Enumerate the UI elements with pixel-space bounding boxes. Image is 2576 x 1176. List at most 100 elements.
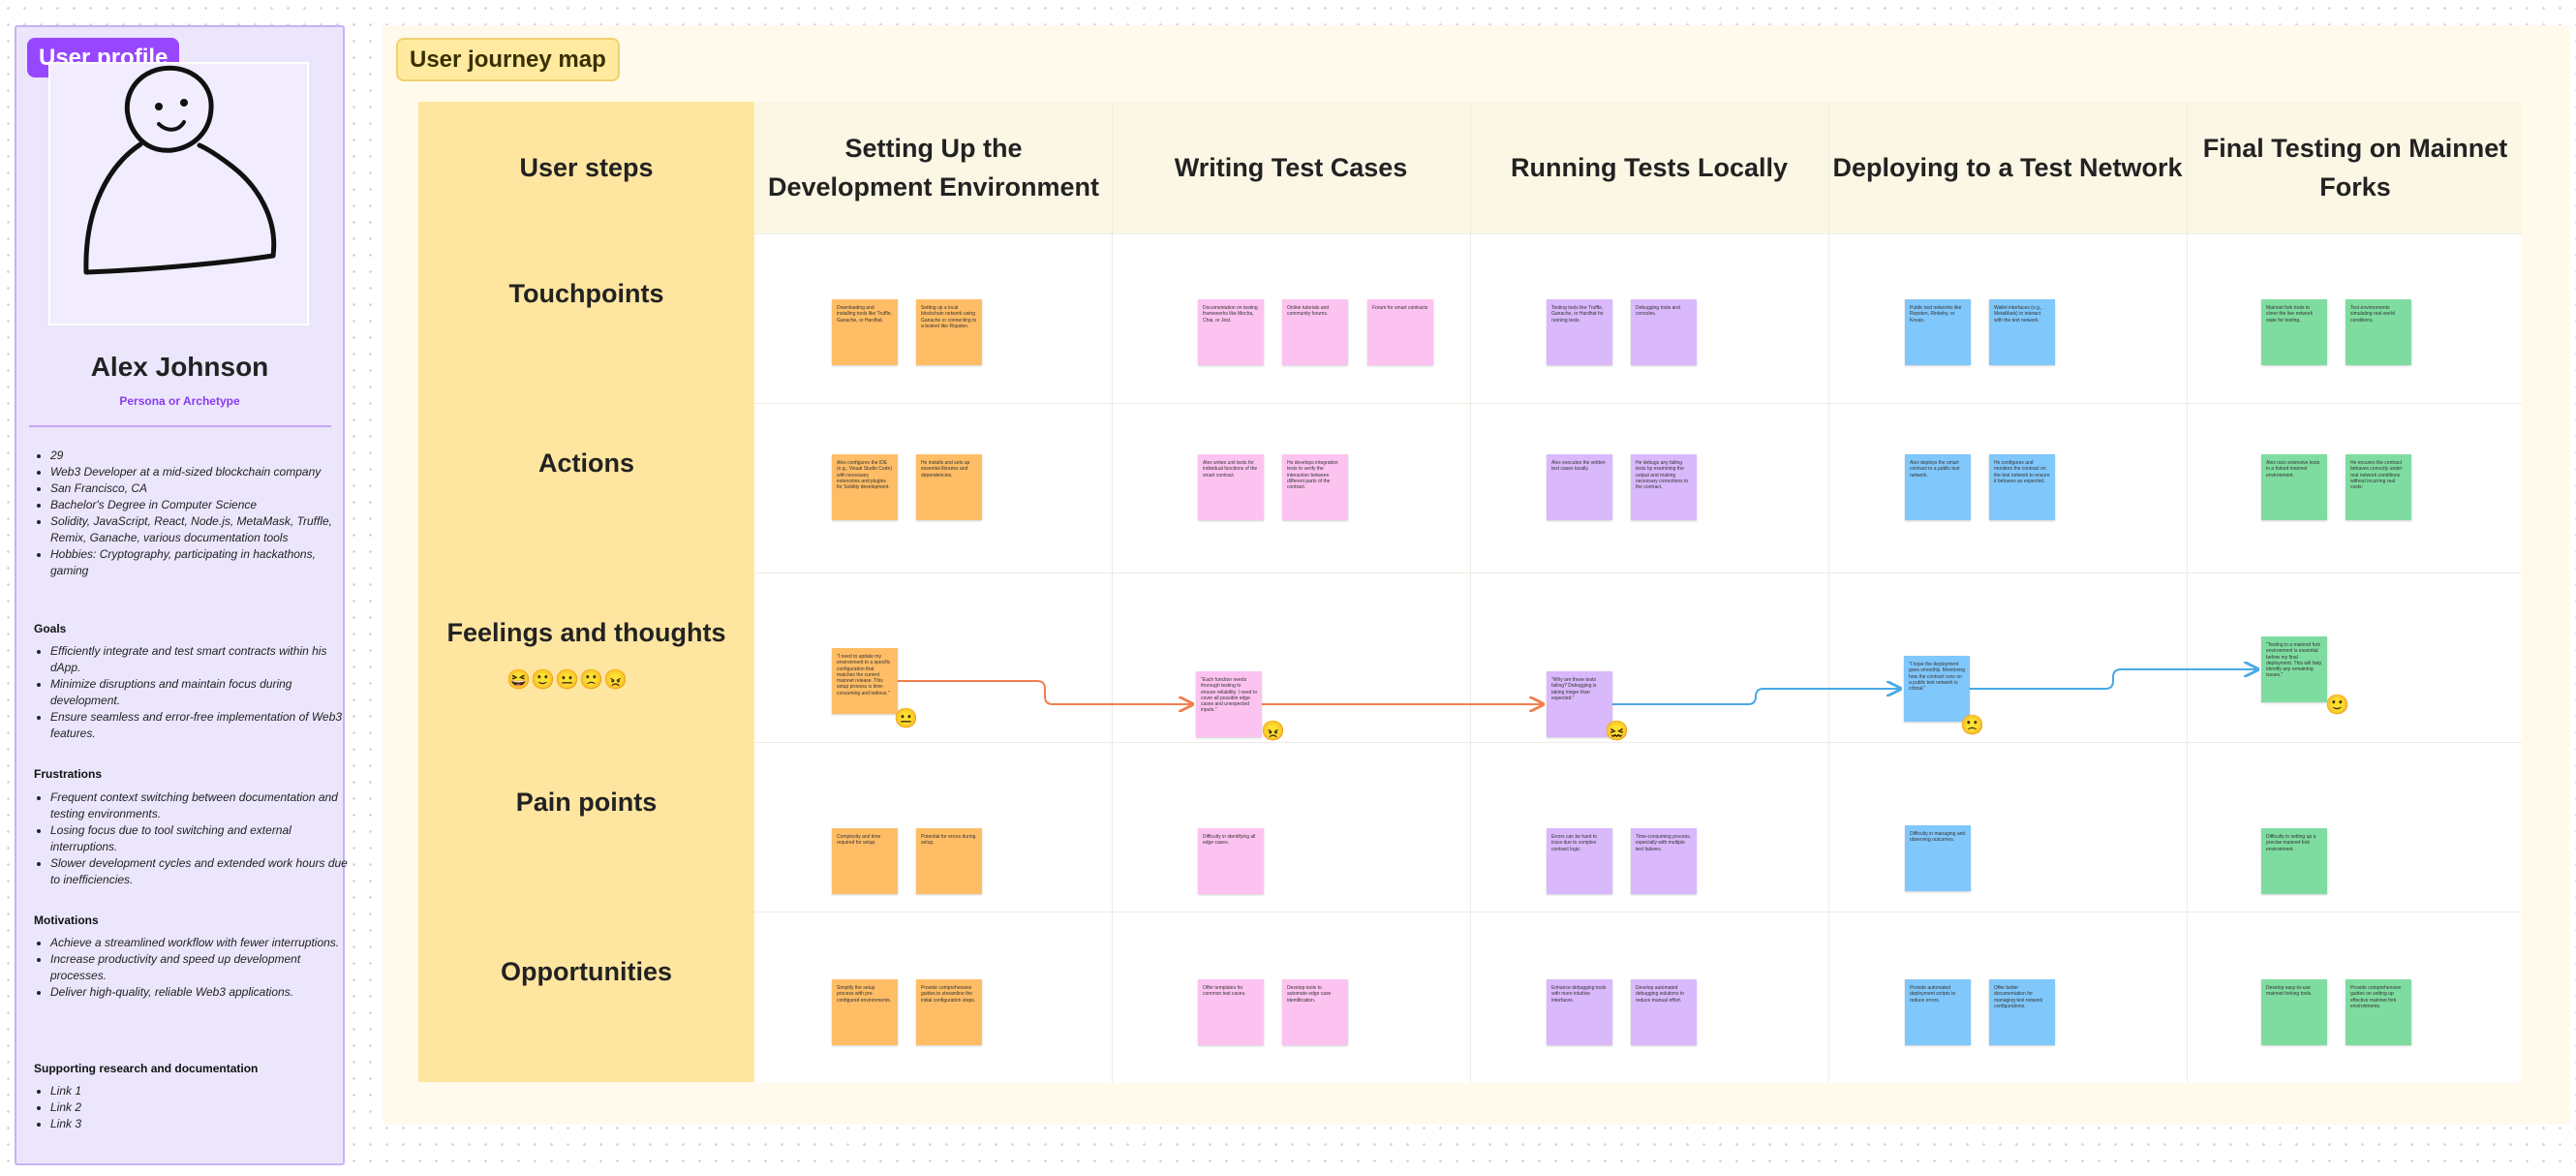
list-item: 29 bbox=[50, 448, 356, 464]
sticky-note[interactable]: Test environments simulating real-world … bbox=[2346, 299, 2411, 365]
list-item: Minimize disruptions and maintain focus … bbox=[50, 676, 356, 709]
sticky-note[interactable]: Simplify the setup process with pre-conf… bbox=[832, 979, 898, 1045]
row-label-touchpoints: Touchpoints bbox=[508, 279, 664, 308]
column-divider bbox=[1112, 102, 1113, 1082]
sticky-note[interactable]: He installs and sets up essential librar… bbox=[916, 454, 982, 520]
sticky-note[interactable]: Difficulty in identifying all edge cases… bbox=[1198, 828, 1264, 894]
sticky-note[interactable]: Forum for smart contracts bbox=[1367, 299, 1433, 365]
journey-map-tag: User journey map bbox=[396, 38, 620, 81]
research-link[interactable]: Link 3 bbox=[50, 1116, 356, 1132]
sticky-note[interactable]: He debugs any failing tests by examining… bbox=[1631, 454, 1697, 520]
sticky-note[interactable]: Wallet interfaces (e.g., MetaMask) to in… bbox=[1989, 299, 2055, 365]
sticky-note[interactable]: Errors can be hard to trace due to compl… bbox=[1547, 828, 1612, 894]
sticky-note[interactable]: Online tutorials and community forums. bbox=[1282, 299, 1348, 365]
list-item: Web3 Developer at a mid-sized blockchain… bbox=[50, 464, 356, 480]
person-sketch-icon bbox=[83, 65, 277, 275]
sticky-note[interactable]: He develops integration tests to verify … bbox=[1282, 454, 1348, 520]
persona-name: Alex Johnson bbox=[90, 352, 269, 382]
connector-line bbox=[1612, 689, 1900, 705]
sticky-note[interactable]: Alex runs extensive tests in a forked ma… bbox=[2261, 454, 2327, 520]
sticky-note[interactable]: Testing tools like Truffle, Ganache, or … bbox=[1547, 299, 1612, 365]
step-header: Deploying to a Test Network bbox=[1832, 153, 2183, 182]
sticky-note[interactable]: "Each function needs thorough testing to… bbox=[1196, 671, 1262, 737]
motivations-heading: Motivations bbox=[34, 913, 99, 927]
list-item: Bachelor's Degree in Computer Science bbox=[50, 497, 356, 513]
list-item: Increase productivity and speed up devel… bbox=[50, 951, 356, 984]
sticky-note[interactable]: Difficulty in managing and observing out… bbox=[1905, 825, 1971, 891]
column-divider bbox=[1828, 102, 1829, 1082]
list-item: Achieve a streamlined workflow with fewe… bbox=[50, 935, 356, 951]
sticky-note[interactable]: Provide comprehensive guides on setting … bbox=[2346, 979, 2411, 1045]
frustrations-list: Frequent context switching between docum… bbox=[33, 789, 356, 888]
mood-sad-icon: 🙁 bbox=[1960, 715, 1984, 736]
sticky-note[interactable]: "I hope the deployment goes smoothly. Mo… bbox=[1904, 656, 1970, 722]
sticky-note[interactable]: Enhance debugging tools with more intuit… bbox=[1547, 979, 1612, 1045]
mood-frustrated-icon: 😖 bbox=[1605, 721, 1629, 742]
sticky-note[interactable]: Public test networks like Ropsten, Rinke… bbox=[1905, 299, 1971, 365]
row-label-actions: Actions bbox=[537, 449, 634, 478]
sticky-note[interactable]: He configures and monitors the contract … bbox=[1989, 454, 2055, 520]
links-list: Link 1 Link 2 Link 3 bbox=[33, 1083, 356, 1132]
mood-angry-icon: 😠 bbox=[603, 669, 628, 691]
research-link[interactable]: Link 1 bbox=[50, 1083, 356, 1099]
step-header: Running Tests Locally bbox=[1510, 153, 1789, 182]
list-item: Slower development cycles and extended w… bbox=[50, 855, 356, 888]
sticky-note[interactable]: Complexity and time required for setup. bbox=[832, 828, 898, 894]
row-label-feelings: Feelings and thoughts bbox=[446, 618, 726, 647]
mood-happy-icon: 🙂 bbox=[2325, 695, 2349, 716]
user-steps-label: User steps bbox=[519, 153, 654, 182]
sticky-note[interactable]: "Why are these tests failing? Debugging … bbox=[1547, 671, 1612, 737]
mood-neutral-icon: 😐 bbox=[894, 708, 918, 729]
sticky-note[interactable]: Downloading and installing tools like Tr… bbox=[832, 299, 898, 365]
sticky-note[interactable]: Develop automated debugging solutions to… bbox=[1631, 979, 1697, 1045]
goals-heading: Goals bbox=[34, 622, 67, 635]
row-label-opportunities: Opportunities bbox=[501, 957, 672, 986]
steps-header bbox=[754, 102, 2522, 233]
goals-list: Efficiently integrate and test smart con… bbox=[33, 643, 356, 742]
step-header: Final Testing on Mainnet Forks bbox=[2202, 134, 2508, 201]
sticky-note[interactable]: Provide automated deployment scripts to … bbox=[1905, 979, 1971, 1045]
list-item: Hobbies: Cryptography, participating in … bbox=[50, 546, 356, 579]
mood-neutral-icon: 😐 bbox=[555, 669, 579, 691]
sticky-note[interactable]: "I need to update my environment to a sp… bbox=[832, 648, 898, 714]
sticky-note[interactable]: Alex deploys the smart contract to a pub… bbox=[1905, 454, 1971, 520]
persona-role: Persona or Archetype bbox=[119, 394, 240, 408]
research-heading: Supporting research and documentation bbox=[34, 1062, 259, 1075]
avatar bbox=[48, 62, 309, 325]
sticky-note[interactable]: He ensures the contract behaves correctl… bbox=[2346, 454, 2411, 520]
list-item: Ensure seamless and error-free implement… bbox=[50, 709, 356, 742]
sticky-note[interactable]: Time-consuming process, especially with … bbox=[1631, 828, 1697, 894]
sticky-note[interactable]: Develop easy-to-use mainnet forking tool… bbox=[2261, 979, 2327, 1045]
list-item: San Francisco, CA bbox=[50, 480, 356, 497]
sticky-note[interactable]: Difficulty in setting up a precise mainn… bbox=[2261, 828, 2327, 894]
sticky-note[interactable]: Setting up a local blockchain network us… bbox=[916, 299, 982, 365]
frustrations-heading: Frustrations bbox=[34, 767, 103, 781]
sticky-note[interactable]: Potential for errors during setup. bbox=[916, 828, 982, 894]
mood-very-happy-icon: 😆 bbox=[506, 669, 531, 691]
list-item: Efficiently integrate and test smart con… bbox=[50, 643, 356, 676]
sticky-note[interactable]: Offer templates for common test cases. bbox=[1198, 979, 1264, 1045]
mood-angry-icon: 😠 bbox=[1261, 721, 1285, 742]
divider bbox=[29, 425, 331, 427]
sticky-note[interactable]: Alex executes the written test cases loc… bbox=[1547, 454, 1612, 520]
sticky-note[interactable]: Provide comprehensive guides to streamli… bbox=[916, 979, 982, 1045]
sticky-note[interactable]: Documentation on testing frameworks like… bbox=[1198, 299, 1264, 365]
sticky-note[interactable]: Develop tools to automate edge case iden… bbox=[1282, 979, 1348, 1045]
mood-happy-icon: 🙂 bbox=[531, 669, 555, 691]
sticky-note[interactable]: Alex writes unit tests for individual fu… bbox=[1198, 454, 1264, 520]
step-header: Setting Up the Development Environment bbox=[767, 134, 1100, 201]
persona-facts-list: 29 Web3 Developer at a mid-sized blockch… bbox=[33, 448, 356, 579]
connector-line bbox=[1970, 669, 2257, 690]
step-header: Writing Test Cases bbox=[1174, 153, 1408, 182]
sticky-note[interactable]: Offer better documentation for managing … bbox=[1989, 979, 2055, 1045]
lane-feelings bbox=[754, 573, 2522, 743]
research-link[interactable]: Link 2 bbox=[50, 1099, 356, 1116]
list-item: Frequent context switching between docum… bbox=[50, 789, 356, 822]
sticky-note[interactable]: Mainnet fork tools to clone the live net… bbox=[2261, 299, 2327, 365]
sticky-note[interactable]: Debugging tools and consoles. bbox=[1631, 299, 1697, 365]
column-divider bbox=[2187, 102, 2188, 1082]
sticky-note[interactable]: "Testing in a mainnet fork environment i… bbox=[2261, 636, 2327, 702]
connector-line bbox=[898, 680, 1192, 704]
sticky-note[interactable]: Alex configures the IDE (e.g., Visual St… bbox=[832, 454, 898, 520]
